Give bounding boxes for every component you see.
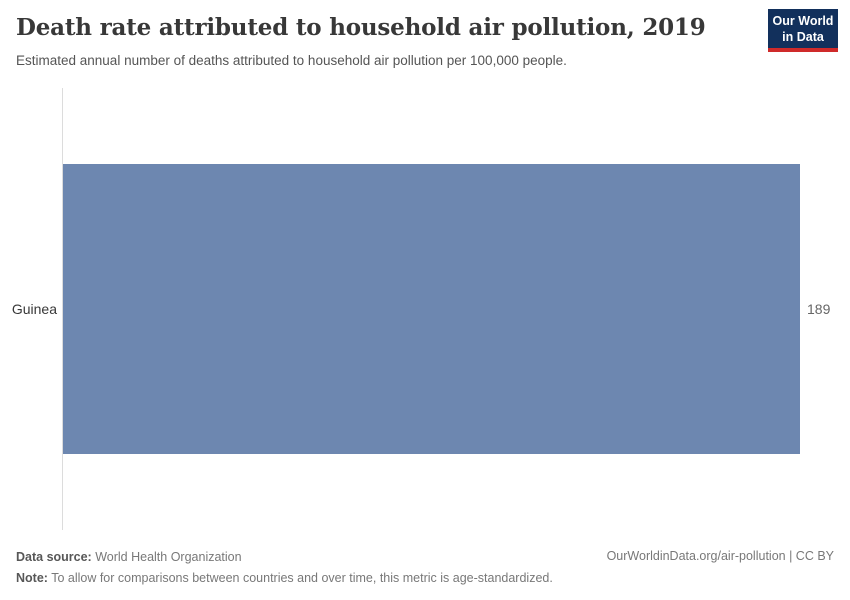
chart-title: Death rate attributed to household air p… (16, 14, 706, 41)
entity-label: Guinea (11, 301, 57, 317)
data-source-label: Data source: (16, 550, 92, 564)
bar-guinea[interactable] (63, 164, 800, 454)
y-axis-line (62, 88, 63, 530)
data-source-line: Data source: World Health Organization (16, 547, 553, 568)
owid-logo: Our World in Data (768, 9, 838, 52)
footer-source-note: Data source: World Health Organization N… (16, 547, 553, 589)
note-label: Note: (16, 571, 48, 585)
data-source-value: World Health Organization (91, 550, 242, 564)
footer-citation[interactable]: OurWorldinData.org/air-pollution | CC BY (606, 549, 834, 563)
owid-logo-line1: Our World (772, 14, 834, 28)
value-label: 189 (807, 301, 831, 317)
owid-logo-line2: in Data (782, 30, 824, 44)
note-line: Note: To allow for comparisons between c… (16, 568, 553, 589)
note-value: To allow for comparisons between countri… (47, 571, 553, 585)
chart-subtitle: Estimated annual number of deaths attrib… (16, 53, 567, 68)
